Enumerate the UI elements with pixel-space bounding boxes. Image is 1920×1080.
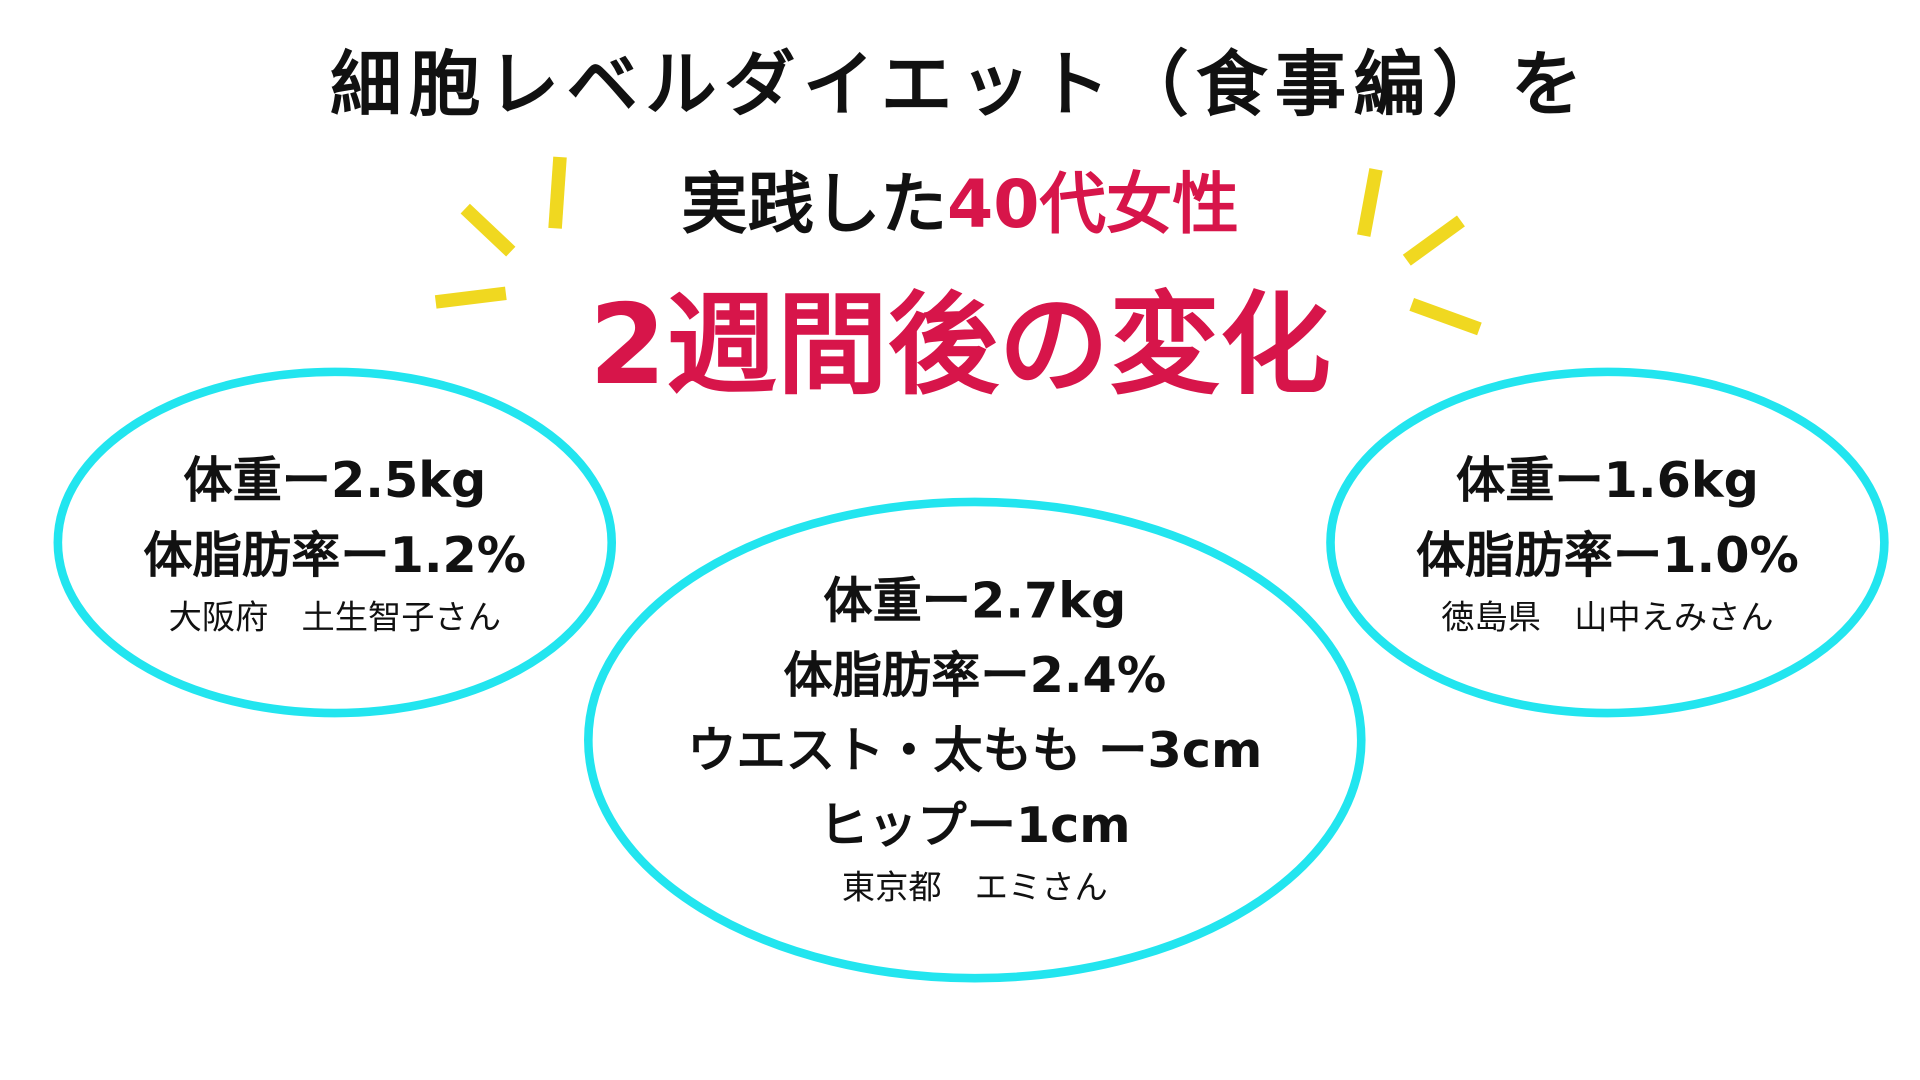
hip-change: ヒップー1cm xyxy=(818,797,1131,855)
weight-change: 体重ー1.6kg xyxy=(1455,452,1759,510)
person-name: 徳島県 山中えみさん xyxy=(1441,598,1774,637)
person-name: 大阪府 土生智子さん xyxy=(168,598,501,637)
title-line-1: 細胞レベルダイエット（食事編）を xyxy=(330,42,1590,127)
body-fat-change: 体脂肪率ー1.0% xyxy=(1416,527,1799,585)
ellipse-center xyxy=(584,497,1366,983)
ellipse-left xyxy=(53,367,617,718)
ray-right-2 xyxy=(1402,215,1465,266)
result-card-tokyo: 体重ー2.7kg 体脂肪率ー2.4% ウエスト・太もも ー3cm ヒップー1cm… xyxy=(606,565,1344,914)
weight-change: 体重ー2.5kg xyxy=(183,452,487,510)
ray-right-1 xyxy=(1357,168,1383,237)
weight-change: 体重ー2.7kg xyxy=(823,573,1127,630)
title-line-2-prefix: 実践した xyxy=(681,165,948,244)
person-name: 東京都 エミさん xyxy=(841,868,1108,907)
body-fat-change: 体脂肪率ー2.4% xyxy=(783,648,1167,705)
ellipse-right xyxy=(1326,367,1889,718)
body-fat-change: 体脂肪率ー1.2% xyxy=(143,527,527,585)
waist-thigh-change: ウエスト・太もも ー3cm xyxy=(687,722,1263,780)
title-line-2-accent: 40代女性 xyxy=(947,165,1239,244)
ray-left-1 xyxy=(548,156,567,229)
result-card-osaka: 体重ー2.5kg 体脂肪率ー1.2% 大阪府 土生智子さん xyxy=(89,444,581,643)
ray-right-3 xyxy=(1409,298,1482,336)
ray-left-2 xyxy=(460,203,516,257)
result-card-tokushima: 体重ー1.6kg 体脂肪率ー1.0% 徳島県 山中えみさん xyxy=(1361,444,1853,643)
title-line-2: 実践した40代女性 xyxy=(0,150,1920,247)
headline: 2週間後の変化 xyxy=(589,281,1331,410)
ray-left-3 xyxy=(434,286,507,309)
